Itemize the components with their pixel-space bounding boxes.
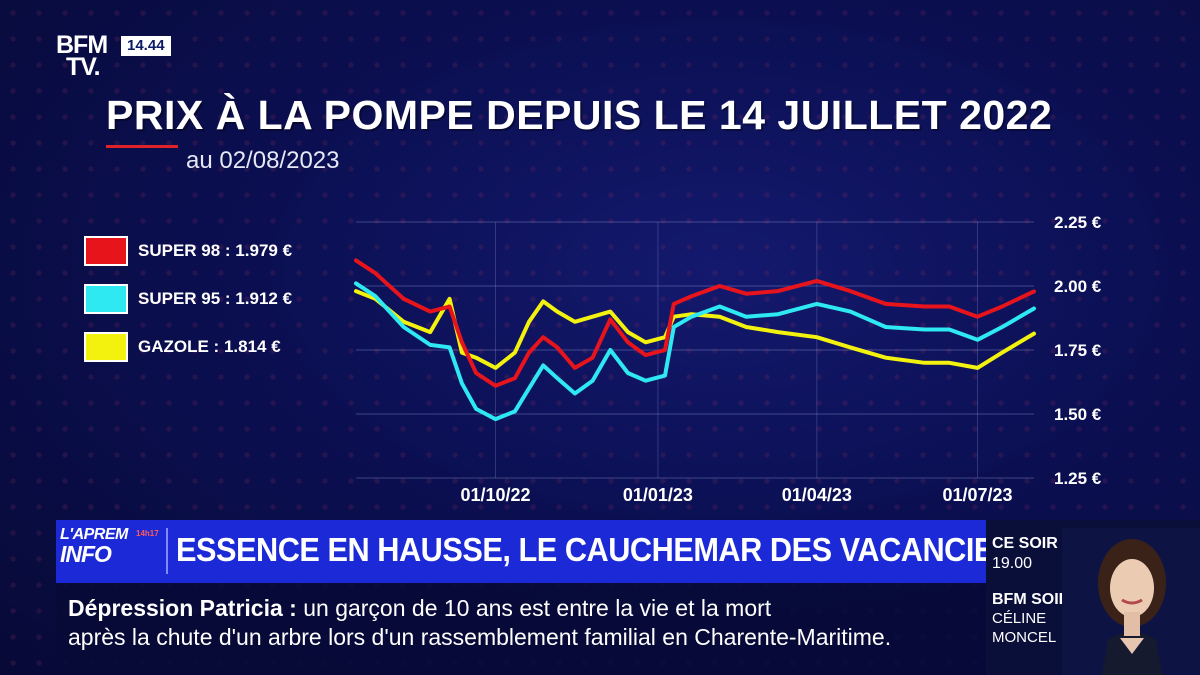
upcoming-show-name: BFM SOIR: [992, 591, 1071, 608]
ticker-separator: :: [289, 595, 297, 621]
upcoming-host-first: CÉLINE: [992, 610, 1047, 627]
upcoming-slot: CE SOIR 19.00: [992, 534, 1058, 574]
legend-swatch-gazole: [84, 332, 128, 362]
x-tick-label: 01/04/23: [782, 485, 852, 505]
program-logo-line1: L'APREM: [60, 526, 128, 543]
y-tick-label: 1.75 €: [1054, 341, 1102, 360]
legend-label-super95: SUPER 95 : 1.912 €: [138, 289, 293, 308]
headline-text: ESSENCE EN HAUSSE, LE CAUCHEMAR DES VACA…: [176, 531, 1036, 568]
upcoming-show: BFM SOIR CÉLINE MONCEL: [992, 590, 1070, 647]
title-accent-bar: [106, 145, 178, 148]
banner-divider: [166, 528, 168, 574]
ticker-lead: Dépression Patricia: [68, 595, 283, 621]
legend-label-super98: SUPER 98 : 1.979 €: [138, 241, 293, 260]
program-logo: L'APREM INFO 14h17: [60, 526, 164, 578]
presenter-portrait: [1062, 528, 1200, 675]
price-line-chart: 2.25 € 2.00 € 1.75 € 1.50 € 1.25 € 01/10/22 01…: [354, 213, 1102, 505]
x-tick-label: 01/01/23: [623, 485, 693, 505]
program-logo-line2: INFO: [60, 541, 112, 567]
chart-title: PRIX À LA POMPE DEPUIS LE 14 JUILLET 202…: [106, 92, 1053, 138]
clock: 14.44: [121, 36, 171, 56]
legend-swatch-super95: [84, 284, 128, 314]
y-tick-label: 2.25 €: [1054, 213, 1102, 232]
legend-swatch-super98: [84, 236, 128, 266]
chart-subtitle: au 02/08/2023: [186, 147, 340, 174]
bfmtv-logo: BFM TV.: [56, 31, 118, 81]
logo-line-1: BFM: [56, 31, 108, 59]
logo-line-2: TV.: [66, 53, 101, 81]
x-tick-label: 01/10/22: [460, 485, 530, 505]
series-line-super95: [354, 281, 1036, 422]
ticker-line-2: après la chute d'un arbre lors d'un rass…: [68, 624, 892, 650]
news-ticker: Dépression Patricia : un garçon de 10 an…: [68, 594, 891, 652]
x-tick-label: 01/07/23: [942, 485, 1012, 505]
y-tick-label: 2.00 €: [1054, 277, 1102, 296]
y-tick-label: 1.50 €: [1054, 405, 1102, 424]
legend-label-gazole: GAZOLE : 1.814 €: [138, 337, 281, 356]
ticker-line-1: un garçon de 10 ans est entre la vie et …: [303, 595, 772, 621]
series-line-gazole: [354, 289, 1036, 370]
upcoming-host-last: MONCEL: [992, 629, 1057, 646]
program-logo-time: 14h17: [136, 529, 159, 538]
y-tick-label: 1.25 €: [1054, 469, 1102, 488]
upcoming-label: CE SOIR: [992, 535, 1058, 552]
ticker-background: [56, 583, 986, 675]
upcoming-time: 19.00: [992, 555, 1033, 572]
series-line-super98: [354, 258, 1036, 388]
